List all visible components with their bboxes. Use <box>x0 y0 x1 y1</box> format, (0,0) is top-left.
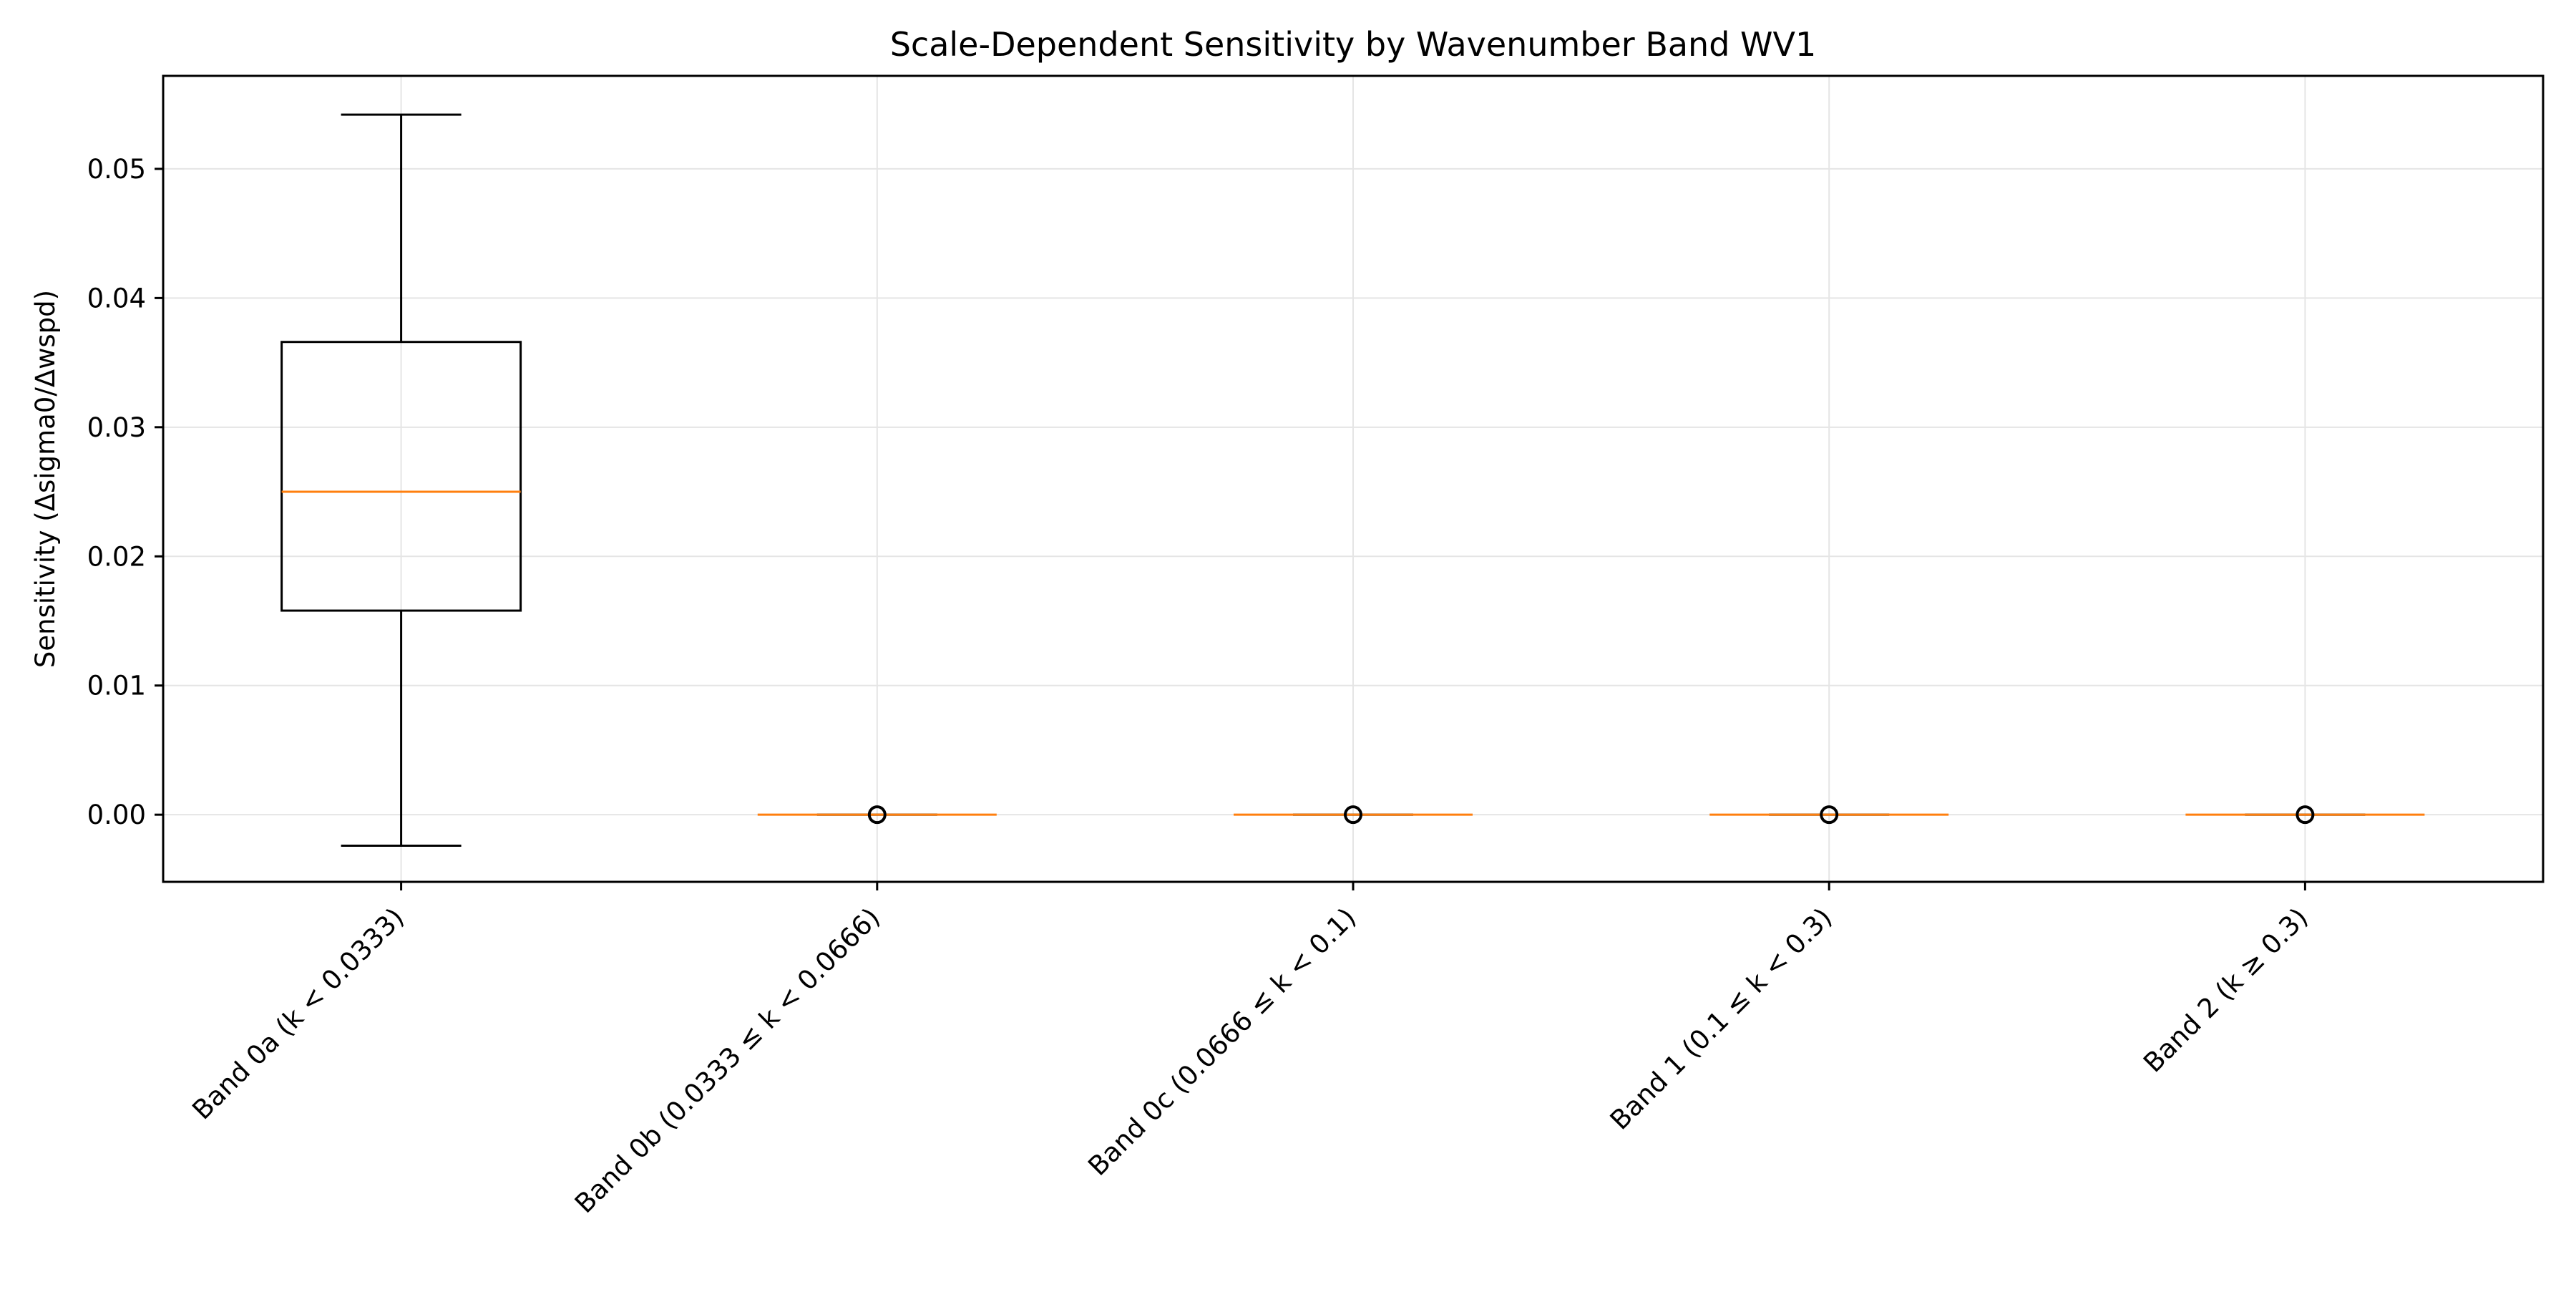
y-tick-label: 0.03 <box>87 412 146 443</box>
box-group <box>1234 805 1473 825</box>
x-tick-label: Band 0c (0.0666 ≤ k < 0.1) <box>1082 902 1362 1182</box>
box-group <box>1709 805 1949 825</box>
y-axis-label: Sensitivity (Δsigma0/Δwspd) <box>30 290 61 668</box>
y-tick-label: 0.05 <box>87 154 146 185</box>
box-iqr <box>280 341 522 612</box>
y-axis-ticks: 0.00 0.01 0.02 0.03 0.04 0.05 <box>87 154 163 830</box>
box-group <box>2185 805 2425 825</box>
grid-layer <box>163 76 2543 882</box>
box-group <box>757 805 997 825</box>
y-tick-label: 0.02 <box>87 541 146 572</box>
outlier-marker <box>2296 805 2315 825</box>
x-axis-ticks: Band 0a (k < 0.0333) Band 0b (0.0333 ≤ k … <box>186 882 2314 1219</box>
y-tick-label: 0.00 <box>87 800 146 830</box>
x-tick-label: Band 2 (k ≥ 0.3) <box>2137 902 2314 1079</box>
outlier-marker <box>867 805 887 825</box>
outlier-marker <box>1344 805 1362 825</box>
outlier-marker <box>1820 805 1839 825</box>
box-layer <box>280 113 2425 847</box>
x-tick-label: Band 0b (0.0333 ≤ k < 0.0666) <box>569 902 886 1219</box>
y-tick-label: 0.04 <box>87 283 146 314</box>
box-group <box>280 113 522 847</box>
y-tick-label: 0.01 <box>87 671 146 701</box>
chart-title: Scale-Dependent Sensitivity by Wavenumbe… <box>890 25 1817 64</box>
x-tick-label: Band 0a (k < 0.0333) <box>186 902 410 1126</box>
x-tick-label: Band 1 (0.1 ≤ k < 0.3) <box>1604 902 1838 1136</box>
